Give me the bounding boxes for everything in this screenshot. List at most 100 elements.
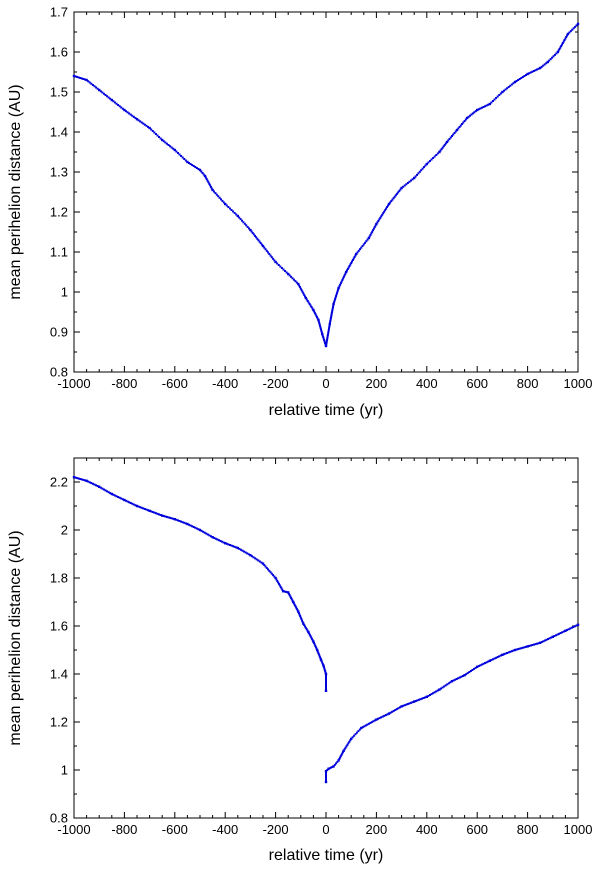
data-point — [315, 648, 319, 652]
trace-dot — [258, 560, 261, 563]
x-tick-label: -600 — [162, 376, 188, 391]
trace-dot — [217, 195, 220, 198]
trace-dot — [128, 501, 131, 504]
trace-dot — [180, 155, 183, 157]
trace-dot — [109, 97, 112, 100]
trace-dot — [117, 496, 120, 498]
y-tick-label: 1.4 — [50, 125, 68, 140]
trace-dot — [402, 704, 405, 707]
trace-dot — [532, 70, 535, 72]
trace-dot — [222, 201, 225, 204]
trace-dot — [329, 321, 332, 324]
data-point — [438, 150, 441, 154]
trace-dot — [411, 178, 414, 181]
trace-dot — [366, 723, 369, 726]
data-point — [292, 600, 295, 604]
trace-dot — [178, 153, 181, 156]
trace-dot — [325, 685, 327, 688]
trace-dot — [195, 527, 198, 530]
trace-dot — [227, 206, 230, 208]
data-point — [337, 286, 340, 290]
trace-dot — [132, 503, 135, 506]
trace-dot — [301, 619, 304, 622]
data-point — [355, 252, 358, 256]
trace-dot — [128, 112, 131, 115]
trace-dot — [372, 227, 375, 230]
data-point — [488, 102, 491, 106]
x-tick-label: 600 — [466, 822, 488, 837]
trace-dot — [463, 120, 466, 122]
trace-dot — [268, 569, 271, 572]
data-point — [450, 680, 454, 683]
trace-dot — [447, 139, 450, 142]
trace-dot — [118, 496, 121, 499]
trace-dot — [303, 293, 306, 296]
trace-dot — [414, 700, 417, 702]
trace-dot — [279, 265, 282, 268]
trace-dot — [365, 240, 368, 243]
tick-labels-bottom: -1000 -800 -600 -400 -200 0 200 400 600 800 1000 0.… — [50, 475, 593, 838]
trace-dot — [269, 571, 272, 574]
trace-dot — [496, 95, 499, 98]
trace-dot — [307, 301, 310, 304]
trace-dot — [444, 684, 447, 687]
trace-dot — [525, 74, 528, 76]
data-point — [576, 22, 580, 26]
trace-dot — [346, 269, 348, 272]
trace-dot — [536, 642, 539, 645]
trace-dot — [537, 67, 540, 70]
trace-dot — [79, 77, 82, 79]
trace-dot — [479, 107, 482, 110]
trace-dot — [213, 190, 215, 193]
trace-dot — [336, 290, 339, 293]
trace-dot — [383, 714, 386, 717]
trace-dot — [115, 495, 118, 498]
trace-dot — [408, 180, 411, 183]
trace-dot — [150, 128, 153, 131]
trace-dot — [252, 556, 255, 559]
data-point — [287, 272, 290, 276]
trace-dot — [317, 653, 320, 656]
trace-dot — [495, 656, 498, 659]
data-point — [302, 622, 305, 625]
trace-dot — [373, 226, 376, 229]
trace-dot — [314, 644, 317, 647]
data-point — [564, 629, 567, 632]
trace-dot — [405, 703, 408, 706]
trace-dot — [99, 90, 102, 93]
trace-dot — [79, 478, 82, 480]
trace-dot — [551, 56, 554, 59]
x-tick-label: -200 — [263, 822, 289, 837]
trace-dot — [512, 82, 515, 85]
trace-dot — [246, 552, 249, 555]
trace-dot — [139, 120, 142, 123]
trace-dot — [370, 721, 373, 724]
trace-dot — [154, 133, 157, 135]
trace-dot — [150, 510, 153, 513]
trace-dot — [568, 31, 571, 34]
trace-dot — [549, 58, 552, 61]
trace-dot — [395, 708, 398, 711]
trace-dot — [241, 549, 244, 552]
trace-dot — [329, 318, 332, 321]
trace-dot — [325, 679, 327, 682]
trace-dot — [265, 566, 268, 569]
trace-dot — [457, 677, 460, 680]
trace-dot — [77, 477, 80, 480]
trace-dot — [502, 89, 505, 92]
trace-dot — [367, 722, 370, 725]
x-axis-label-bottom: relative time (yr) — [269, 847, 384, 864]
trace-dot — [509, 650, 512, 653]
trace-dot — [169, 516, 172, 519]
trace-dot — [358, 728, 361, 731]
trace-dot — [368, 235, 371, 238]
trace-dot — [151, 511, 154, 513]
trace-dot — [392, 197, 395, 200]
trace-dot — [172, 147, 175, 150]
trace-dot — [528, 644, 531, 647]
trace-dot — [87, 80, 90, 83]
trace-dot — [517, 79, 520, 81]
trace-dot — [351, 736, 354, 739]
trace-dot — [109, 492, 112, 495]
trace-dot — [277, 264, 280, 266]
